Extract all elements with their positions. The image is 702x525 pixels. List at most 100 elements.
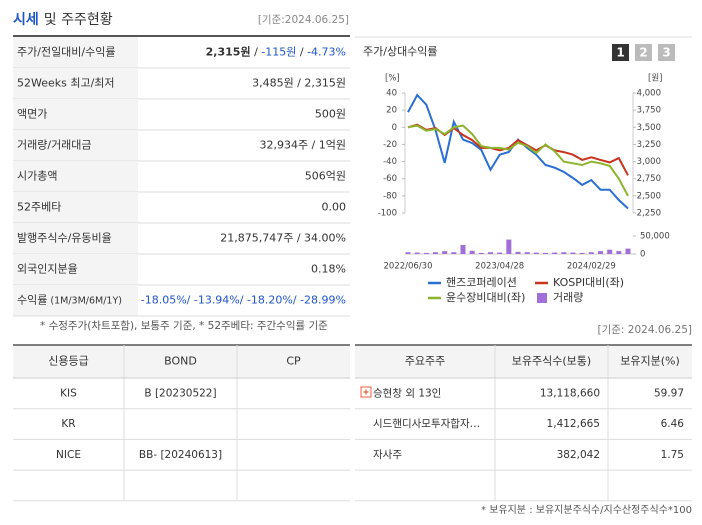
label-text: 시가총액 — [17, 170, 57, 183]
y2-tick-label: 3,250 — [637, 140, 661, 150]
volume-bar — [478, 252, 484, 254]
y-tick-label: 20 — [386, 106, 397, 116]
y-tick-label: -100 — [378, 209, 397, 219]
table-cell: KR — [61, 418, 75, 430]
volume-bar — [442, 251, 448, 254]
row-label: 발행주식수/유동비율 — [17, 232, 112, 245]
period-button[interactable] — [658, 44, 675, 61]
volume-bar — [469, 250, 475, 254]
row-value: -18.05%/ -13.94%/ -18.20%/ -28.99% — [141, 294, 346, 307]
column-header: 주요주주 — [405, 355, 445, 368]
row-label: 52주베타 — [17, 201, 61, 214]
label-cell — [13, 192, 138, 223]
y2-tick-label: 3,500 — [637, 123, 661, 133]
table-cell: 승현창 외 13인 — [373, 387, 441, 399]
table-cell: 6.46 — [661, 418, 685, 430]
row-label: 수익률 (1M/3M/6M/1Y) — [17, 294, 122, 307]
volume-bar — [533, 252, 539, 254]
row-label: 시가총액 — [17, 170, 57, 183]
period-button-label: 2 — [639, 46, 647, 60]
chart-title: 주가/상대수익률 — [363, 45, 438, 58]
table-header-bg — [355, 345, 692, 378]
y-tick-label: -60 — [383, 174, 397, 184]
column-header: 보유지분(%) — [620, 355, 680, 368]
title-accent: 시세 — [13, 12, 39, 28]
section-title: 시세 및 주주현황 — [13, 12, 113, 28]
footnote-date: [기준: 2024.06.25] — [597, 324, 692, 336]
column-header: 신용등급 — [48, 355, 88, 368]
label-cell — [13, 37, 138, 68]
label-text: 액면가 — [17, 108, 47, 121]
table-cell: BB- [20240613] — [139, 449, 222, 461]
column-header: BOND — [164, 355, 197, 368]
table-cell: 자사주 — [373, 449, 402, 461]
volume-bar — [524, 252, 530, 254]
row-value: 0.00 — [322, 201, 347, 214]
row-label: 액면가 — [17, 108, 47, 121]
y2-tick-label: 2,250 — [637, 209, 661, 219]
y2-tick-label: 4,000 — [637, 89, 661, 99]
series-line — [407, 124, 629, 197]
row-value: 32,934주 / 1억원 — [259, 139, 346, 152]
volume-bar — [543, 252, 548, 254]
period-button[interactable] — [635, 44, 652, 61]
label-cell — [13, 223, 138, 254]
label-cell — [13, 130, 138, 161]
expand-icon-plus — [363, 389, 369, 395]
row-value: 2,315원 / -115원 / -4.73% — [206, 45, 346, 59]
x-tick-label: 2022/06/30 — [384, 262, 433, 272]
label-text: 수익률 — [17, 294, 47, 307]
volume-bar — [616, 251, 622, 254]
label-cell — [13, 285, 138, 316]
table-cell: 59.97 — [654, 387, 684, 399]
row-value: 21,875,747주 / 34.00% — [220, 232, 346, 245]
value-part: -4.73% — [307, 46, 346, 59]
value-part: 32,934주 / 1억원 — [259, 139, 346, 152]
volume-bar — [579, 252, 585, 254]
label-text: 주가/전일대비/수익률 — [17, 45, 116, 59]
y-axis-unit: [%] — [385, 74, 400, 84]
y-tick-label: 0 — [392, 123, 397, 133]
volume-bar — [598, 251, 603, 254]
volume-bar — [570, 252, 576, 254]
legend-label: 윤수장비대비(좌) — [446, 291, 525, 304]
y-tick-label: -80 — [383, 191, 397, 201]
row-label: 주가/전일대비/수익률 — [17, 45, 116, 59]
value-part: / — [296, 46, 307, 59]
row-value: 506억원 — [305, 170, 346, 183]
series-line — [407, 93, 629, 210]
y2-tick-label: 2,750 — [637, 174, 661, 184]
y-tick-label: -40 — [383, 157, 397, 167]
y3-tick-label: 50,000 — [640, 232, 670, 242]
period-button-label: 1 — [616, 46, 624, 60]
volume-bar — [588, 252, 594, 254]
legend-label: KOSPI대비(좌) — [553, 276, 624, 289]
y-tick-label: 40 — [386, 89, 397, 99]
row-label: 거래량/거래대금 — [17, 139, 92, 152]
table-cell: 382,042 — [557, 449, 600, 461]
volume-bar — [552, 252, 558, 254]
label-note: (1M/3M/6M/1Y) — [50, 295, 122, 306]
row-value: 0.18% — [311, 263, 346, 276]
row-label: 52Weeks 최고/최저 — [17, 77, 115, 90]
volume-bar — [414, 252, 420, 254]
y2-tick-label: 2,500 — [637, 191, 661, 201]
table-cell: 1.75 — [661, 449, 684, 461]
label-cell — [13, 254, 138, 285]
y3-tick-label: 0 — [640, 250, 645, 260]
period-button[interactable] — [612, 44, 629, 61]
volume-bar — [625, 248, 631, 254]
value-part: / — [251, 46, 262, 59]
value-part: -115원 — [261, 46, 296, 59]
label-text: 52Weeks 최고/최저 — [17, 77, 115, 90]
table-cell: NICE — [56, 449, 81, 461]
title-rest: 및 주주현황 — [44, 12, 113, 28]
label-cell — [13, 161, 138, 192]
column-header: CP — [286, 355, 301, 368]
row-label: 외국인지분율 — [17, 263, 78, 276]
y2-axis-unit: [원] — [648, 74, 662, 84]
base-date: [기준:2024.06.25] — [258, 14, 349, 26]
label-text: 거래량/거래대금 — [17, 139, 92, 152]
table-header-bg — [13, 345, 350, 378]
